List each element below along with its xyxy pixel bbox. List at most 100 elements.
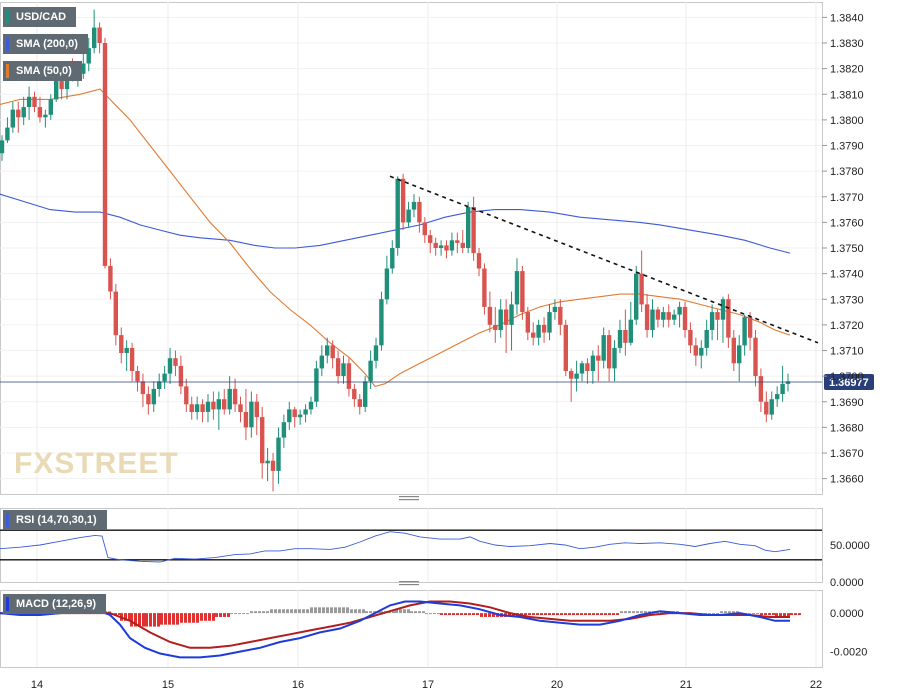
candle-up [612,347,617,369]
rsi-tick-label: 50.0000 [830,540,870,552]
candle-up [205,401,211,412]
macd-histogram-bar [425,613,428,615]
candle-up [249,401,254,428]
candle-up [466,207,471,248]
macd-histogram-bar [787,613,790,617]
candle-down [184,386,189,405]
macd-histogram-bar [350,609,353,614]
legend-macd[interactable]: MACD (12,26,9) [3,594,107,614]
candle-down [715,312,720,320]
candle-up [661,312,666,320]
price-tick-label: 1.3830 [830,38,864,50]
macd-histogram-bar [254,611,257,614]
candle-down [59,78,64,90]
legend-sma200[interactable]: SMA (200,0) [3,34,88,54]
candle-up [737,345,742,364]
macd-histogram-bar [568,613,571,616]
candle-down [140,381,146,395]
candle-down [433,242,438,248]
candle-up [672,314,677,320]
macd-histogram-bar [492,613,495,617]
macd-histogram-bar [219,613,222,617]
candle-down [758,376,764,402]
macd-histogram-bar [330,607,333,614]
legend-rsi[interactable]: RSI (14,70,30,1) [3,510,107,530]
candle-down [222,399,227,410]
pane-resize-handle[interactable] [399,581,419,586]
price-tick-label: 1.3810 [830,89,864,101]
price-tick-label: 1.3800 [830,115,864,127]
candle-up [775,394,780,400]
price-tick-label: 1.3740 [830,269,864,281]
macd-histogram-bar [472,613,475,616]
candle-down [487,306,493,325]
macd-histogram-bar [242,613,245,615]
macd-histogram-bar [212,613,215,621]
candle-up [151,388,156,405]
macd-histogram-bar [544,613,547,616]
macd-histogram-bar [149,613,152,627]
macd-histogram-bar [188,613,191,623]
macd-histogram-bar [732,611,735,614]
time-axis: 14 15 16 17 20 21 22 [31,679,822,691]
legend-sma50[interactable]: SMA (50,0) [3,61,82,81]
candle-down [97,27,102,43]
macd-histogram-bar [145,613,148,627]
macd-histogram-bar [632,611,635,614]
candle-up [552,306,558,312]
candle-up [297,414,303,418]
macd-histogram-bar [748,613,751,615]
candle-up [617,330,623,348]
candle-up [48,99,53,115]
macd-histogram-bar [528,613,531,616]
macd-histogram-bar [616,613,619,616]
macd-histogram-bar [380,611,383,614]
macd-histogram-bar [448,613,451,616]
candle-down [129,347,135,371]
candle-down [693,345,698,356]
candle-up [21,107,26,118]
candle-down [37,107,43,118]
candle-up [514,271,520,305]
candle-up [227,388,232,410]
macd-histogram-bar [560,613,563,616]
macd-histogram-bar [157,613,160,627]
legend-usdcad[interactable]: USD/CAD [3,7,77,27]
macd-histogram-bar [418,611,421,614]
candle-down [108,265,113,292]
time-tick-label: 16 [292,679,304,691]
macd-histogram-bar [134,613,137,627]
sma200-line [0,193,791,254]
macd-histogram-bar [168,613,171,625]
price-tick-label: 1.3670 [830,448,864,460]
pane-frame [0,590,823,668]
macd-histogram-bar [373,611,376,614]
candle-down [503,309,509,325]
macd-histogram-bar [708,613,711,615]
candle-down [482,268,487,307]
macd-histogram-bar [410,611,413,614]
macd-histogram-bar [138,613,141,627]
candle-down [606,335,612,369]
price-axis: 1.3660 1.3670 1.3680 1.3690 1.3700 1.3710 1.37… [822,12,864,486]
price-tick-label: 1.3770 [830,192,864,204]
macd-histogram-bar [403,609,406,614]
macd-histogram-bar [608,613,611,616]
macd-histogram-bar [354,609,357,614]
candle-up [314,368,319,402]
macd-histogram-bar [227,613,230,617]
candle-down [270,460,276,471]
candle-down [200,404,205,412]
macd-histogram-bar [270,609,273,614]
candle-down [422,222,427,236]
pane-resize-handle[interactable] [399,496,419,501]
candle-up [276,437,281,471]
macd-histogram-bar [790,613,793,616]
candle-up [411,201,417,210]
macd-histogram-bar [536,613,539,616]
time-tick-label: 17 [422,679,434,691]
macd-histogram-bar [456,613,459,616]
macd-histogram-bar [604,613,607,616]
candle-down [726,299,731,338]
